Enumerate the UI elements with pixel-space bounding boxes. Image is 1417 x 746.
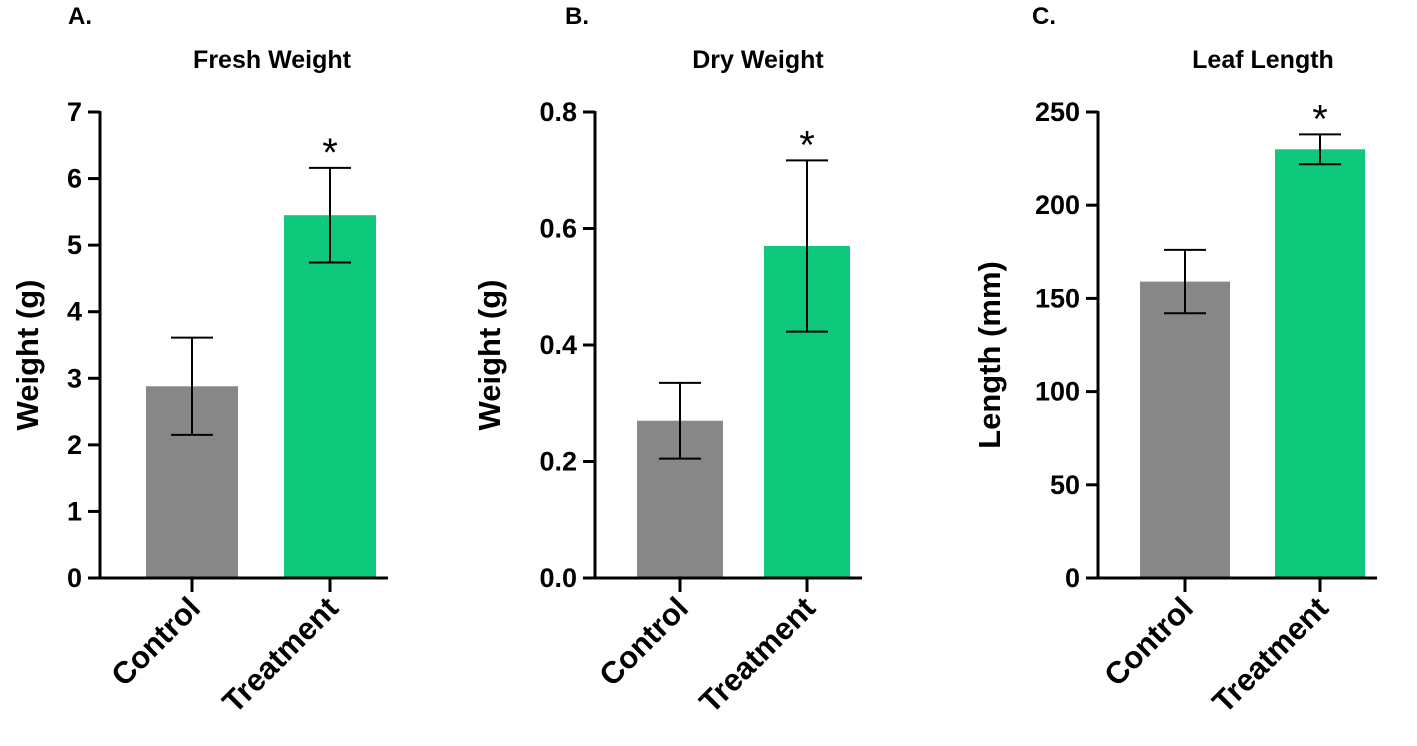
x-category-label: Control xyxy=(1097,590,1200,693)
significance-marker: * xyxy=(1312,97,1328,141)
y-tick-label: 50 xyxy=(1050,470,1080,500)
error-bar-control xyxy=(171,336,213,436)
x-category-label: Treatment xyxy=(215,590,345,720)
error-bar-treatment xyxy=(309,166,351,264)
bar-treatment xyxy=(1275,149,1365,578)
y-tick-label: 0 xyxy=(67,563,82,593)
bar-control xyxy=(1140,281,1230,578)
bar-treatment xyxy=(284,215,376,578)
error-bar-treatment xyxy=(1299,133,1341,166)
y-tick-label: 6 xyxy=(67,164,82,194)
y-tick-label: 0 xyxy=(1065,563,1080,593)
y-axis-label: Weight (g) xyxy=(472,280,507,431)
chart-panel-c: * 0 50 100 150 200 250 Control Treatment Length (… xyxy=(972,3,1377,720)
y-tick-label: 3 xyxy=(67,363,82,393)
y-tick-label: 1 xyxy=(67,496,82,526)
chart-title: Fresh Weight xyxy=(193,46,352,74)
error-bar-control xyxy=(659,381,701,460)
y-tick-label: 4 xyxy=(67,297,82,327)
panel-letter: B. xyxy=(565,3,589,30)
chart-title: Leaf Length xyxy=(1192,46,1334,74)
error-bar-control xyxy=(1164,248,1206,315)
y-tick-label: 0.8 xyxy=(539,97,577,127)
y-tick-label: 7 xyxy=(67,97,82,127)
x-category-label: Treatment xyxy=(1205,590,1335,720)
y-tick-label: 150 xyxy=(1035,283,1080,313)
y-tick-label: 200 xyxy=(1035,190,1080,220)
chart-title: Dry Weight xyxy=(692,46,824,74)
y-tick-label: 2 xyxy=(67,430,82,460)
x-category-label: Control xyxy=(104,590,207,693)
y-tick-label: 5 xyxy=(67,230,82,260)
error-bar-treatment xyxy=(786,159,828,333)
y-tick-label: 0.6 xyxy=(539,214,577,244)
panel-letter: C. xyxy=(1032,3,1056,30)
y-tick-label: 0.0 xyxy=(539,563,577,593)
y-tick-label: 100 xyxy=(1035,377,1080,407)
y-axis-label: Weight (g) xyxy=(10,280,45,431)
y-axis-label: Length (mm) xyxy=(972,261,1007,449)
panel-letter: A. xyxy=(68,3,92,30)
y-tick-label: 0.4 xyxy=(539,330,577,360)
y-tick-label: 250 xyxy=(1035,97,1080,127)
chart-panel-a: * 0 1 2 3 4 5 6 7 Control Treatment Weight (g) Fresh… xyxy=(10,3,388,720)
significance-marker: * xyxy=(799,123,815,167)
x-category-label: Control xyxy=(592,590,695,693)
y-tick-label: 0.2 xyxy=(539,447,577,477)
x-category-label: Treatment xyxy=(692,590,822,720)
significance-marker: * xyxy=(322,131,338,175)
